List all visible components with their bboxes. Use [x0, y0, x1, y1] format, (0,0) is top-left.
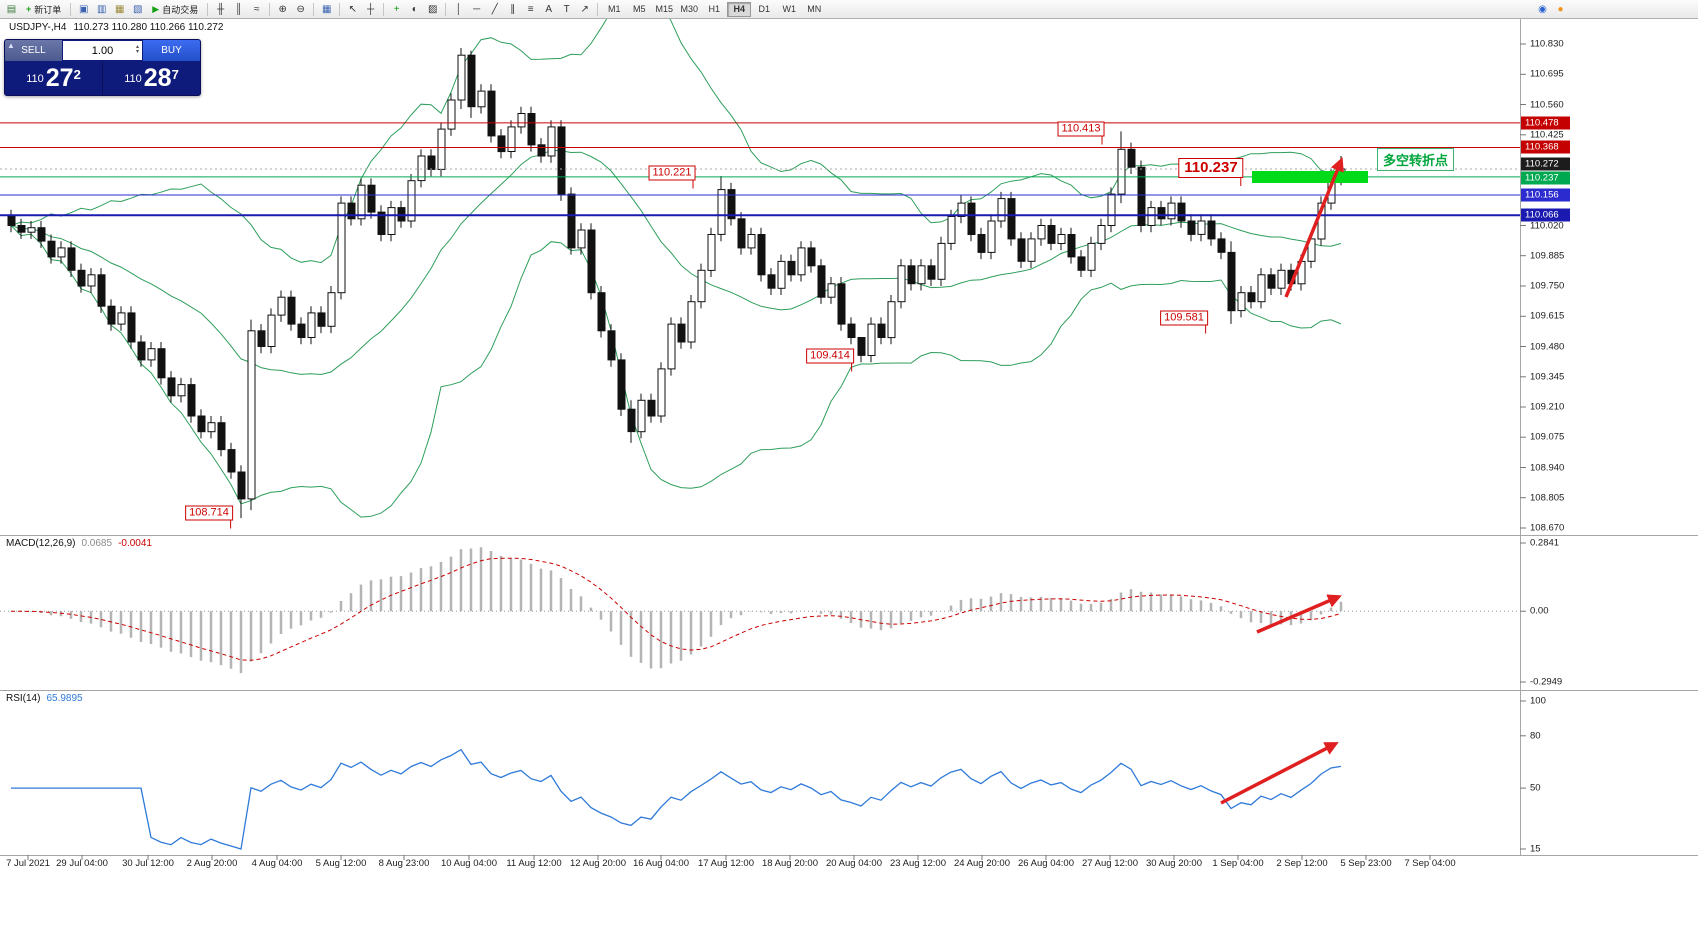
- horizontal-line-icon[interactable]: ─: [468, 2, 485, 17]
- market-watch-icon[interactable]: ▥: [93, 2, 110, 17]
- timeframe-d1-button[interactable]: D1: [752, 2, 776, 17]
- bollinger-bands: [10, 19, 1342, 518]
- toolbar-separator: [70, 2, 72, 16]
- order-controls-row: SELL 1.00 ▴ ▾ BUY: [5, 40, 200, 61]
- order-prices-row: 110 27 2 110 28 7: [5, 61, 200, 95]
- rsi-name: RSI(14): [6, 693, 41, 704]
- autotrade-button-label: 自动交易: [162, 4, 199, 15]
- timeframe-m1-button[interactable]: M1: [602, 2, 626, 17]
- one-click-trading-panel: SELL 1.00 ▴ ▾ BUY 110 27 2 110 28 7: [4, 39, 201, 96]
- line-chart-icon[interactable]: ≈: [248, 2, 265, 17]
- crosshair-icon[interactable]: ┼: [362, 2, 379, 17]
- collapse-panel-icon[interactable]: ▲: [7, 41, 15, 50]
- spin-down-icon[interactable]: ▾: [135, 49, 139, 55]
- timeframe-h1-button[interactable]: H1: [702, 2, 726, 17]
- chart-quote-line: USDJPY-,H4 110.273 110.280 110.266 110.2…: [9, 22, 223, 33]
- zoom-in-icon[interactable]: ⊕: [274, 2, 291, 17]
- candlesticks: [7, 48, 1346, 519]
- price-divider: [102, 61, 103, 95]
- macd-name: MACD(12,26,9): [6, 538, 76, 549]
- new-order-button[interactable]: + 新订单: [21, 2, 66, 17]
- turning-point-note: 多空转折点: [1377, 148, 1455, 171]
- trend-arrows: [1220, 157, 1344, 805]
- buy-price-sup: 7: [171, 67, 179, 82]
- panel-frame: [0, 19, 1698, 860]
- sell-price-prefix: 110: [26, 73, 44, 85]
- rsi-plot: [11, 748, 1342, 850]
- community-icon[interactable]: ◉: [1534, 2, 1551, 17]
- notifications-icon[interactable]: ●: [1552, 2, 1569, 17]
- buy-button[interactable]: BUY: [143, 40, 200, 61]
- toolbar-separator: [383, 2, 385, 16]
- profiles-icon[interactable]: ▣: [75, 2, 92, 17]
- new-order-button-label: 新订单: [34, 4, 62, 15]
- toolbar-separator: [445, 2, 447, 16]
- data-window-icon[interactable]: ▦: [111, 2, 128, 17]
- volume-input[interactable]: 1.00 ▴ ▾: [63, 41, 142, 60]
- volume-value: 1.00: [91, 44, 114, 57]
- fibonacci-icon[interactable]: ≡: [522, 2, 539, 17]
- macd-header: MACD(12,26,9) 0.0685 -0.0041: [6, 538, 152, 549]
- periods-icon[interactable]: ◐: [406, 2, 423, 17]
- timeframe-m5-button[interactable]: M5: [627, 2, 651, 17]
- sell-price-big: 27: [45, 64, 74, 92]
- symbol-period: USDJPY-,H4: [9, 22, 67, 33]
- macd-main-value: 0.0685: [81, 538, 113, 549]
- turning-point-zone: [1252, 171, 1368, 183]
- macd-signal-value: -0.0041: [118, 538, 152, 549]
- chart-properties-icon[interactable]: ▨: [424, 2, 441, 17]
- equidistant-channel-icon[interactable]: ∥: [504, 2, 521, 17]
- cursor-icon[interactable]: ↖: [344, 2, 361, 17]
- tile-windows-icon[interactable]: ▦: [318, 2, 335, 17]
- toolbar-separator: [313, 2, 315, 16]
- arrows-tool-icon[interactable]: ↗: [576, 2, 593, 17]
- sell-price-sup: 2: [73, 67, 81, 82]
- rsi-value: 65.9895: [46, 693, 83, 704]
- trendline-icon[interactable]: ╱: [486, 2, 503, 17]
- text-icon[interactable]: A: [540, 2, 557, 17]
- new-chart-icon[interactable]: ▤: [3, 2, 20, 17]
- toolbar-separator: [339, 2, 341, 16]
- autotrade-button[interactable]: ▶ 自动交易: [147, 2, 203, 17]
- sell-button[interactable]: SELL: [5, 40, 62, 61]
- vertical-line-icon[interactable]: │: [450, 2, 467, 17]
- horizontal-lines: [0, 122, 1520, 217]
- zoom-out-icon[interactable]: ⊖: [292, 2, 309, 17]
- timeframe-w1-button[interactable]: W1: [777, 2, 801, 17]
- candlestick-chart-icon[interactable]: ║: [230, 2, 247, 17]
- rsi-header: RSI(14) 65.9895: [6, 693, 83, 704]
- timeframe-mn-button[interactable]: MN: [802, 2, 826, 17]
- buy-price-big: 28: [143, 64, 172, 92]
- text-label-icon[interactable]: T: [558, 2, 575, 17]
- add-indicator-icon[interactable]: +: [388, 2, 405, 17]
- buy-price-button[interactable]: 110 28 7: [103, 61, 200, 95]
- spin-up-icon[interactable]: ▴: [135, 44, 139, 50]
- toolbar-separator: [207, 2, 209, 16]
- macd-plot: [0, 547, 1520, 674]
- toolbar-separator: [269, 2, 271, 16]
- timeframe-m15-button[interactable]: M15: [652, 2, 676, 17]
- autotrade-button-icon: ▶: [152, 3, 160, 14]
- timeframe-m30-button[interactable]: M30: [677, 2, 701, 17]
- quote-ohlc: 110.273 110.280 110.266 110.272: [73, 22, 224, 33]
- bar-chart-icon[interactable]: ╫: [212, 2, 229, 17]
- toolbar: ▤ + 新订单 ▣ ▥ ▦ ▧ ▶ 自动交易 ╫ ║ ≈ ⊕ ⊖ ▦ ↖ ┼ + ◐ ▨ │ ─ ╱ ∥ ≡ A T ↗ M1 M5 M15…: [0, 0, 1698, 19]
- new-order-button-icon: +: [26, 4, 32, 14]
- navigator-icon[interactable]: ▧: [129, 2, 146, 17]
- volume-stepper-icon[interactable]: ▴ ▾: [135, 44, 139, 55]
- timeframe-h4-button[interactable]: H4: [727, 1, 752, 17]
- toolbar-separator: [597, 2, 599, 16]
- buy-price-prefix: 110: [124, 73, 142, 85]
- sell-price-button[interactable]: 110 27 2: [5, 61, 102, 95]
